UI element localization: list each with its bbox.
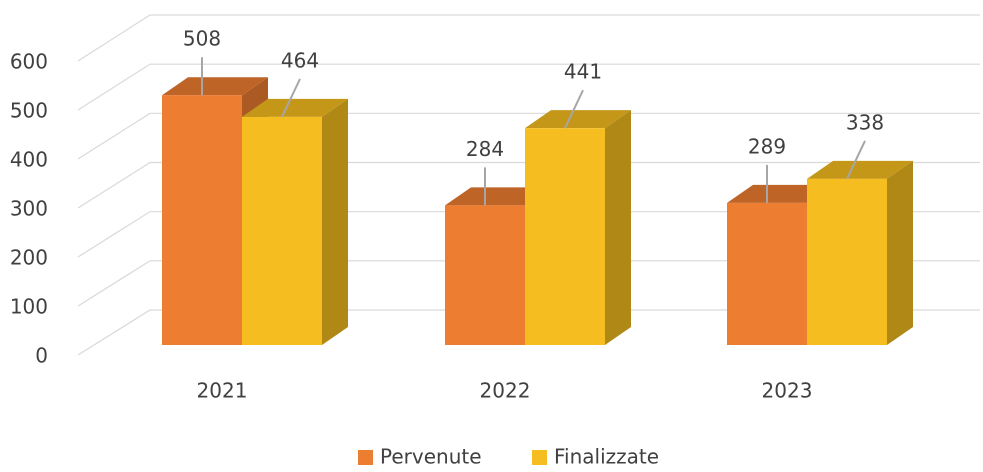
data-label: 508 (183, 27, 221, 51)
bar-top (445, 187, 551, 206)
leader-line (564, 89, 584, 129)
grid-line (77, 309, 980, 356)
bar (727, 202, 807, 345)
bar-top (727, 184, 833, 203)
grid-line (77, 14, 980, 62)
y-tick-label: 400 (10, 148, 48, 172)
bar-top (525, 110, 631, 129)
bar (807, 178, 887, 345)
x-tick-label: 2021 (197, 379, 248, 403)
grid-line (77, 260, 980, 307)
grid-line (77, 63, 980, 111)
bar (162, 95, 242, 345)
leader-line (281, 78, 301, 118)
bar-side (887, 160, 913, 345)
data-label: 464 (281, 48, 319, 72)
data-label: 338 (846, 110, 884, 134)
y-tick-label: 200 (10, 246, 48, 270)
y-tick-label: 500 (10, 99, 48, 123)
x-tick-label: 2023 (762, 379, 813, 403)
leader-line (846, 140, 866, 180)
bar-top (242, 98, 348, 117)
data-label: 289 (748, 134, 786, 158)
bar-side (605, 110, 631, 345)
bar (242, 116, 322, 345)
y-tick-label: 300 (10, 197, 48, 221)
bar-top (162, 77, 268, 96)
bar (445, 205, 525, 345)
legend-label: Finalizzate (554, 445, 659, 469)
legend-swatch (358, 450, 373, 465)
legend-swatch (532, 450, 547, 465)
data-label: 441 (564, 60, 602, 84)
x-tick-label: 2022 (480, 379, 531, 403)
bar-side (322, 98, 348, 345)
legend-label: Pervenute (380, 445, 482, 469)
bar (525, 128, 605, 345)
bar-top (807, 160, 913, 179)
y-tick-label: 100 (10, 295, 48, 319)
grid-line (77, 112, 980, 160)
y-tick-label: 600 (10, 50, 48, 74)
data-label: 284 (466, 137, 504, 161)
y-tick-label: 0 (35, 344, 48, 368)
grid-line (77, 161, 980, 209)
grid-line (77, 211, 980, 258)
